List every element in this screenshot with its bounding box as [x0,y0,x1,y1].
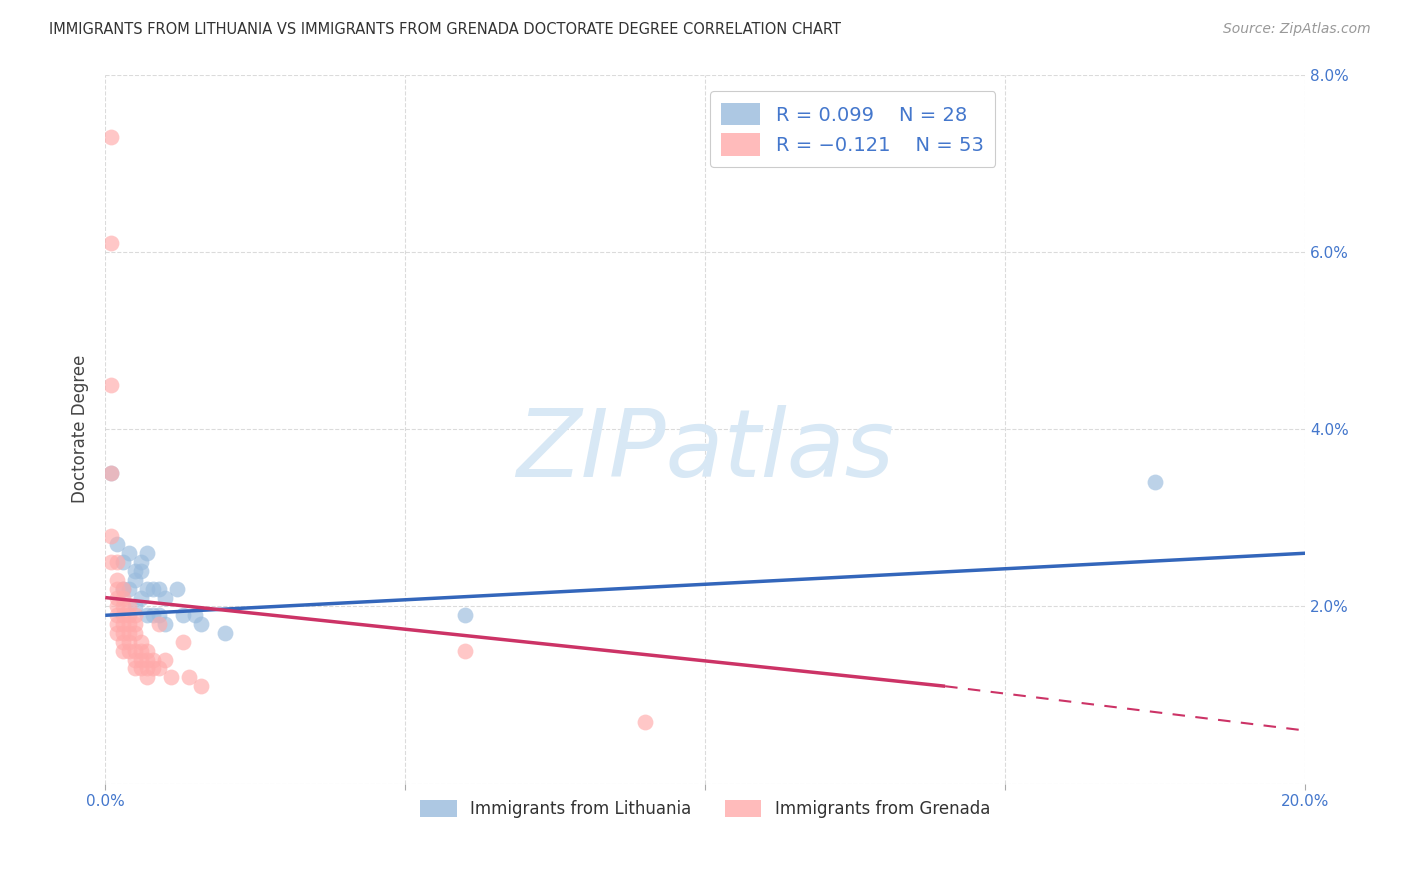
Point [129,635,152,649]
Point [190,617,212,632]
Point [160,670,183,684]
Point [112,617,135,632]
Text: ZIPatlas: ZIPatlas [516,405,894,496]
Point [155,591,177,605]
Point [454,608,477,623]
Point [129,661,152,675]
Point [112,591,135,605]
Text: Source: ZipAtlas.com: Source: ZipAtlas.com [1223,22,1371,37]
Point [136,644,159,658]
Point [129,564,152,578]
Point [105,617,128,632]
Point [105,608,128,623]
Point [184,608,207,623]
Point [105,626,128,640]
Point [148,608,170,623]
Point [118,582,141,596]
Point [124,573,146,587]
Point [129,591,152,605]
Point [100,377,122,392]
Point [155,652,177,666]
Point [105,599,128,614]
Point [112,644,135,658]
Legend: Immigrants from Lithuania, Immigrants from Grenada: Immigrants from Lithuania, Immigrants fr… [413,794,997,825]
Point [136,546,159,560]
Point [124,599,146,614]
Point [100,467,122,481]
Point [124,626,146,640]
Point [118,626,141,640]
Point [118,608,141,623]
Point [118,635,141,649]
Point [172,635,194,649]
Point [100,129,122,144]
Point [118,644,141,658]
Point [124,652,146,666]
Point [105,582,128,596]
Point [100,467,122,481]
Point [129,652,152,666]
Point [136,670,159,684]
Point [124,617,146,632]
Point [136,652,159,666]
Point [172,608,194,623]
Point [118,546,141,560]
Point [148,617,170,632]
Point [179,670,201,684]
Point [136,608,159,623]
Point [124,564,146,578]
Point [118,599,141,614]
Point [1144,475,1167,490]
Point [166,582,188,596]
Point [142,608,165,623]
Point [136,582,159,596]
Point [100,555,122,569]
Point [100,528,122,542]
Point [124,608,146,623]
Point [454,644,477,658]
Point [112,635,135,649]
Point [105,573,128,587]
Point [112,599,135,614]
Point [105,591,128,605]
Point [124,644,146,658]
Point [142,661,165,675]
Y-axis label: Doctorate Degree: Doctorate Degree [72,355,89,503]
Point [112,582,135,596]
Point [105,537,128,551]
Point [142,652,165,666]
Point [190,679,212,693]
Text: IMMIGRANTS FROM LITHUANIA VS IMMIGRANTS FROM GRENADA DOCTORATE DEGREE CORRELATIO: IMMIGRANTS FROM LITHUANIA VS IMMIGRANTS … [49,22,841,37]
Point [129,644,152,658]
Point [136,661,159,675]
Point [112,582,135,596]
Point [214,626,236,640]
Point [634,714,657,729]
Point [100,235,122,250]
Point [148,661,170,675]
Point [155,617,177,632]
Point [112,626,135,640]
Point [112,555,135,569]
Point [142,582,165,596]
Point [148,582,170,596]
Point [118,617,141,632]
Point [129,555,152,569]
Point [105,555,128,569]
Point [124,661,146,675]
Point [112,608,135,623]
